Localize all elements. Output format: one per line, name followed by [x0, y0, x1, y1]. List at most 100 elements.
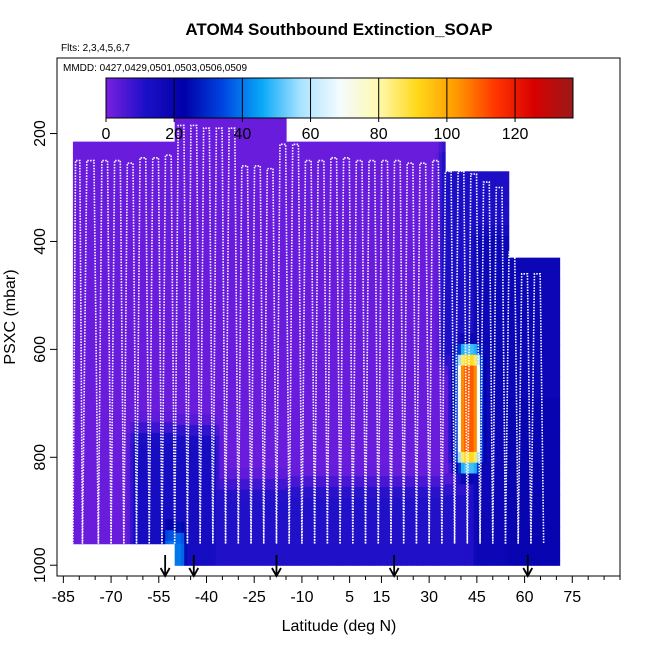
curtain-cell [133, 335, 138, 348]
curtain-cell [308, 540, 313, 553]
curtain-cell [467, 365, 472, 377]
curtain-cell [149, 379, 154, 391]
curtain-cell [429, 152, 433, 164]
curtain-cell [235, 122, 239, 135]
curtain-cell [206, 133, 211, 145]
curtain-cell [298, 141, 303, 154]
curtain-cell [231, 543, 236, 556]
curtain-cell [457, 430, 462, 442]
curtain-cell [219, 327, 223, 340]
curtain-cell [126, 368, 131, 380]
curtain-cell [254, 543, 258, 556]
curtain-cell [445, 419, 449, 431]
curtain-cell [467, 441, 472, 453]
curtain-cell [76, 454, 80, 466]
curtain-cell [196, 500, 201, 512]
curtain-cell [104, 422, 109, 434]
curtain-cell [222, 414, 227, 426]
curtain-cell [114, 303, 119, 315]
curtain-cell [403, 562, 408, 566]
curtain-cell [117, 486, 122, 499]
curtain-cell [438, 389, 443, 402]
curtain-cell [149, 184, 154, 197]
curtain-cell [381, 357, 386, 369]
curtain-cell [454, 430, 459, 442]
curtain-cell [247, 198, 252, 210]
curtain-cell [330, 271, 335, 283]
curtain-cell [276, 489, 281, 502]
curtain-cell [340, 184, 344, 197]
curtain-cell [168, 303, 173, 315]
curtain-cell [273, 198, 278, 210]
curtain-cell [333, 433, 338, 445]
curtain-cell [336, 551, 341, 564]
curtain-cell [384, 540, 389, 553]
curtain-cell [371, 184, 376, 197]
curtain-cell [101, 152, 106, 164]
curtain-cell [263, 219, 268, 232]
curtain-cell [467, 387, 472, 399]
curtain-cell [142, 303, 147, 315]
curtain-cell [330, 249, 335, 261]
curtain-cell [425, 508, 430, 520]
curtain-cell [321, 486, 325, 499]
curtain-cell [209, 144, 214, 156]
curtain-cell [177, 219, 182, 232]
curtain-cell [416, 292, 421, 305]
curtain-cell [410, 260, 414, 272]
curtain-cell [222, 532, 227, 545]
curtain-cell [203, 198, 208, 210]
curtain-cell [301, 163, 306, 175]
curtain-cell [276, 165, 281, 178]
curtain-cell [390, 184, 395, 197]
curtain-cell [276, 144, 281, 156]
curtain-cell [327, 562, 332, 566]
curtain-cell [222, 176, 227, 189]
curtain-cell [397, 152, 402, 164]
curtain-cell [451, 538, 456, 550]
curtain-cell [209, 522, 214, 534]
curtain-cell [457, 473, 462, 485]
curtain-cell [263, 122, 268, 135]
curtain-cell [273, 414, 278, 426]
curtain-cell [371, 238, 376, 251]
curtain-cell [314, 433, 319, 445]
curtain-cell [454, 516, 459, 529]
curtain-cell [104, 486, 109, 499]
curtain-cell [375, 174, 379, 186]
curtain-cell [235, 263, 239, 275]
curtain-cell [406, 314, 411, 326]
curtain-cell [435, 486, 440, 499]
curtain-cell [142, 422, 147, 434]
curtain-cell [209, 133, 214, 145]
curtain-cell [311, 217, 316, 229]
curtain-cell [117, 325, 122, 337]
curtain-cell [301, 422, 306, 434]
curtain-cell [266, 241, 271, 253]
curtain-cell [149, 227, 154, 240]
curtain-cell [228, 284, 233, 297]
curtain-cell [460, 527, 465, 539]
curtain-cell [371, 486, 376, 499]
curtain-cell [362, 281, 367, 294]
curtain-cell [384, 454, 389, 466]
curtain-cell [276, 295, 281, 307]
curtain-cell [130, 530, 134, 542]
curtain-cell [114, 260, 119, 272]
curtain-cell [286, 497, 290, 510]
curtain-cell [301, 433, 306, 445]
curtain-cell [375, 217, 379, 229]
curtain-cell [155, 238, 160, 251]
curtain-cell [400, 454, 405, 466]
curtain-cell [88, 303, 93, 315]
curtain-cell [359, 530, 363, 542]
curtain-cell [340, 551, 344, 564]
curtain-cell [352, 379, 357, 391]
curtain-cell [292, 227, 297, 240]
curtain-cell [196, 543, 201, 556]
curtain-cell [282, 392, 287, 404]
curtain-cell [260, 219, 265, 232]
curtain-cell [368, 530, 373, 542]
curtain-cell [244, 187, 249, 199]
curtain-cell [101, 433, 106, 445]
